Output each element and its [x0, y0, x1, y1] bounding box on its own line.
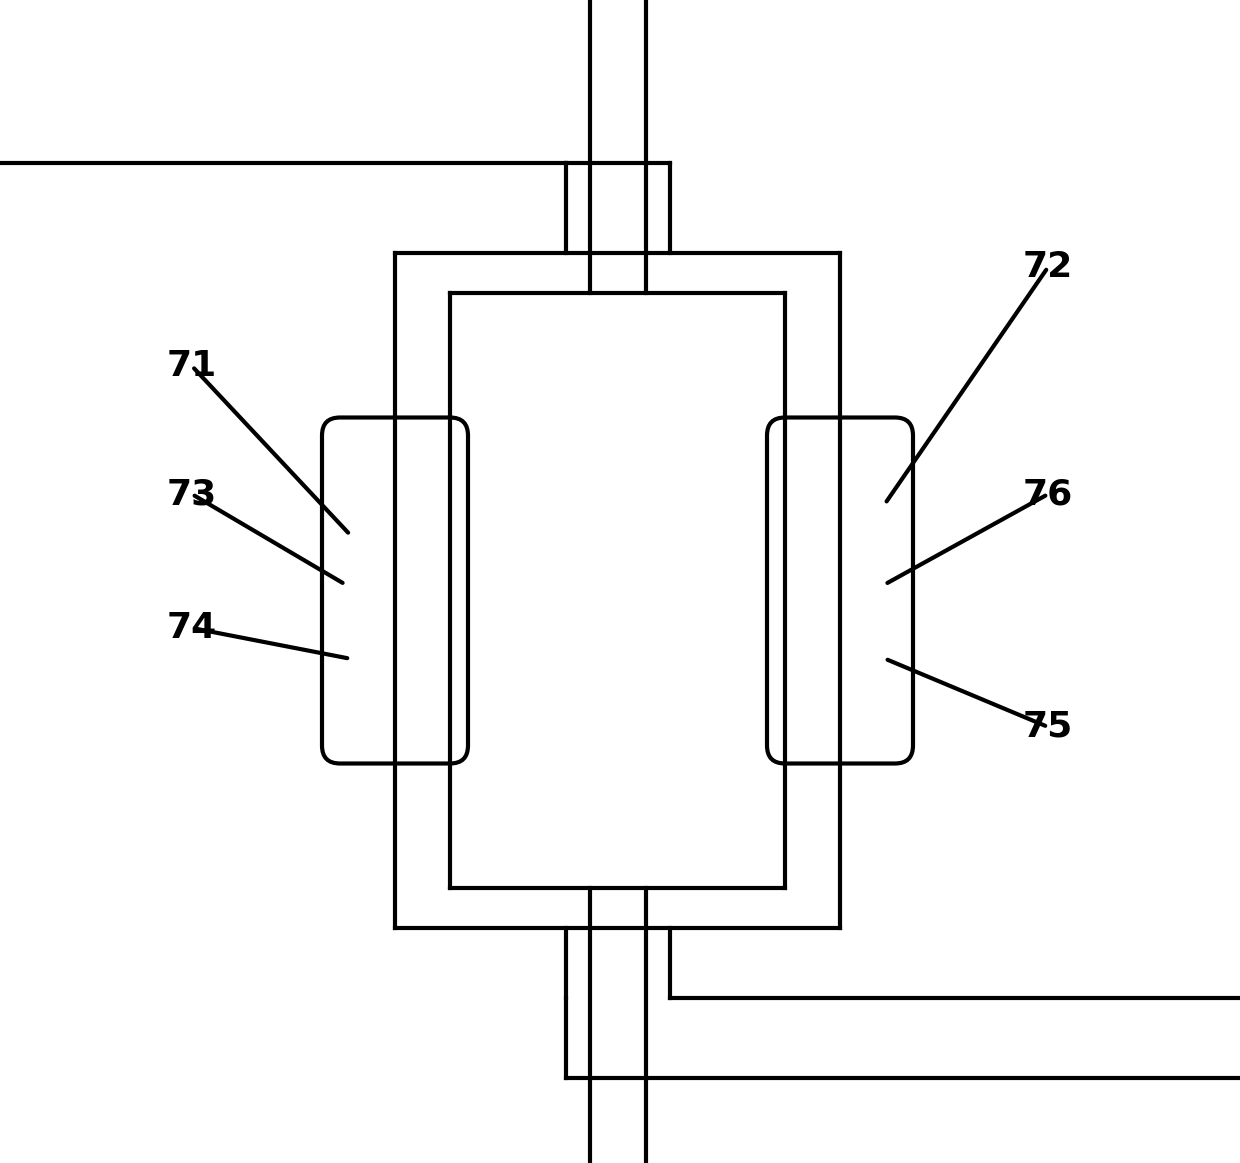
Text: 73: 73: [167, 477, 217, 512]
Text: 76: 76: [1023, 477, 1073, 512]
Text: 74: 74: [167, 611, 217, 645]
Text: 71: 71: [167, 349, 217, 384]
Text: 75: 75: [1023, 709, 1073, 744]
Text: 72: 72: [1023, 250, 1073, 285]
